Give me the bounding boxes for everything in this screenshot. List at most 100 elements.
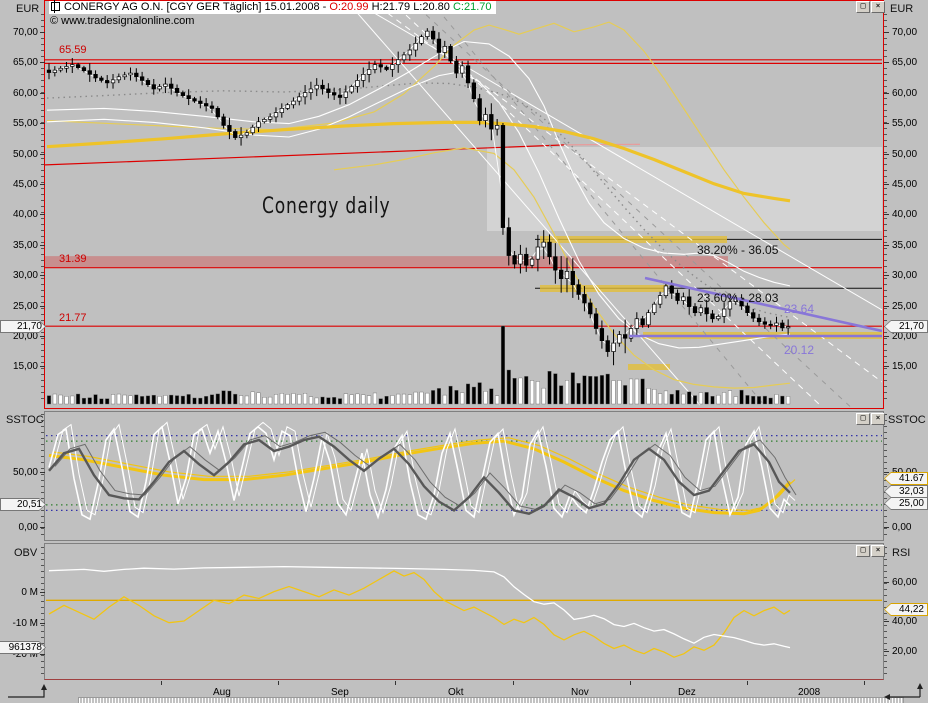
tick-label: 50,00 [12, 467, 38, 478]
high-label: H:21.79 [371, 1, 411, 13]
tick-label: 30,00 [892, 270, 918, 281]
support-level-label: 31.39 [59, 253, 87, 265]
time-axis-tick [278, 681, 279, 685]
tick-label: 40,00 [892, 616, 918, 627]
time-axis-tick [161, 681, 162, 685]
axis-title-sstoc-left: SSTOC [6, 414, 44, 426]
axis-title-sstoc-right: SSTOC [888, 414, 926, 426]
close-icon[interactable]: × [871, 413, 885, 425]
copyright-text: © www.tradesignalonline.com [50, 15, 195, 27]
tick-label: 40,00 [12, 209, 38, 220]
tick-label: 0 M [21, 587, 38, 598]
fib-382-label: 38.20% - 36.05 [697, 243, 779, 257]
time-axis-tick [747, 681, 748, 685]
tick-label: 60,00 [12, 88, 38, 99]
maximize-icon[interactable]: □ [856, 1, 870, 13]
tick-label: 35,00 [892, 240, 918, 251]
tick-label: 15,00 [12, 361, 38, 372]
value-marker-text: 44,22 [885, 604, 927, 615]
value-marker: 41.67 [884, 472, 928, 485]
month-label: 2008 [798, 687, 821, 698]
tick-label: 15,00 [892, 361, 918, 372]
tick-label: 55,00 [12, 118, 38, 129]
obv-panel-buttons: □ × [856, 545, 885, 557]
maximize-icon[interactable]: □ [856, 413, 870, 425]
time-axis-tick [395, 681, 396, 685]
sstoc-axis-left-ticks[interactable] [41, 414, 44, 536]
tick-label: -20 M [12, 649, 38, 660]
value-marker-text: 21,70 [1, 321, 45, 332]
price-axis-right-ticks[interactable] [884, 14, 887, 402]
axis-tool-arrow-left[interactable] [2, 682, 52, 700]
obv-axis-left-ticks[interactable] [41, 547, 44, 675]
sstoc-axis-right-ticks[interactable] [884, 414, 887, 536]
tick-label: 0,00 [892, 522, 912, 533]
month-label: Aug [213, 687, 231, 698]
open-label: O:20.99 [329, 1, 369, 13]
time-axis-tick [513, 681, 514, 685]
low-label: L:20.80 [413, 1, 450, 13]
value-marker: 32,03 [884, 485, 928, 498]
tick-label: 45,00 [12, 179, 38, 190]
axis-title-obv-left: OBV [14, 547, 38, 559]
quote-date: 15.01.2008 [264, 1, 320, 13]
value-marker-text: 25,00 [885, 498, 927, 509]
month-label: Okt [448, 687, 464, 698]
chart-title-bar: CONERGY AG O.N. [CGY GER Täglich] 15.01.… [49, 0, 496, 14]
close-icon[interactable]: × [871, 545, 885, 557]
horizontal-value-label: 20.12 [784, 343, 815, 357]
tick-label: 20,00 [892, 646, 918, 657]
tick-label: 45,00 [892, 179, 918, 190]
value-marker: 44,22 [884, 603, 928, 616]
tick-label: 65,00 [892, 57, 918, 68]
tick-label: 30,00 [12, 270, 38, 281]
tick-label: 60,00 [892, 577, 918, 588]
symbol-icon [51, 0, 60, 13]
month-label: Dez [678, 687, 696, 698]
chart-annotation-title: Conergy daily [262, 194, 391, 219]
time-scrollbar[interactable] [78, 697, 904, 703]
value-marker: 20,51 [0, 498, 46, 511]
tick-label: 40,00 [892, 209, 918, 220]
support-level2-label: 21.77 [59, 312, 87, 324]
price-axis-left-ticks[interactable] [41, 14, 44, 402]
axis-title-eur-left: EUR [16, 3, 40, 15]
time-axis[interactable]: Aug Sep Okt Nov Dez 2008 [0, 681, 928, 703]
time-axis-tick [630, 681, 631, 685]
rsi-axis-right-ticks[interactable] [884, 547, 887, 675]
value-marker-text: 41.67 [885, 473, 927, 484]
close-label: C:21.70 [452, 1, 492, 13]
resistance-level-label: 65.59 [59, 44, 87, 56]
value-marker-text: 32,03 [885, 486, 927, 497]
trendline-value-label: 23.64 [784, 302, 815, 316]
tick-label: 70,00 [892, 27, 918, 38]
tick-label: 0,00 [18, 522, 38, 533]
tick-label: 50,00 [12, 149, 38, 160]
tick-label: 25,00 [892, 301, 918, 312]
axis-tool-arrow-right[interactable] [878, 682, 926, 700]
tick-label: 20,00 [892, 331, 918, 342]
tick-label: 55,00 [892, 118, 918, 129]
maximize-icon[interactable]: □ [856, 545, 870, 557]
tick-label: 65,00 [12, 57, 38, 68]
sstoc-panel-buttons: □ × [856, 413, 885, 425]
month-label: Sep [331, 687, 349, 698]
tick-label: 20,00 [12, 331, 38, 342]
tick-label: 50,00 [892, 149, 918, 160]
tick-label: 35,00 [12, 240, 38, 251]
tick-label: 60,00 [892, 88, 918, 99]
value-marker: 961378 [0, 641, 46, 654]
month-label: Nov [571, 687, 589, 698]
axis-title-eur-right: EUR [890, 3, 914, 15]
axis-title-rsi-right: RSI [892, 547, 911, 559]
value-marker: 21,70 [0, 320, 46, 333]
value-marker: 21,70 [884, 320, 928, 333]
tick-label: 70,00 [12, 27, 38, 38]
tick-label: 25,00 [12, 301, 38, 312]
price-panel-buttons: □ × [856, 1, 885, 13]
close-icon[interactable]: × [871, 1, 885, 13]
time-axis-tick [864, 681, 865, 685]
separator: - [322, 1, 327, 13]
